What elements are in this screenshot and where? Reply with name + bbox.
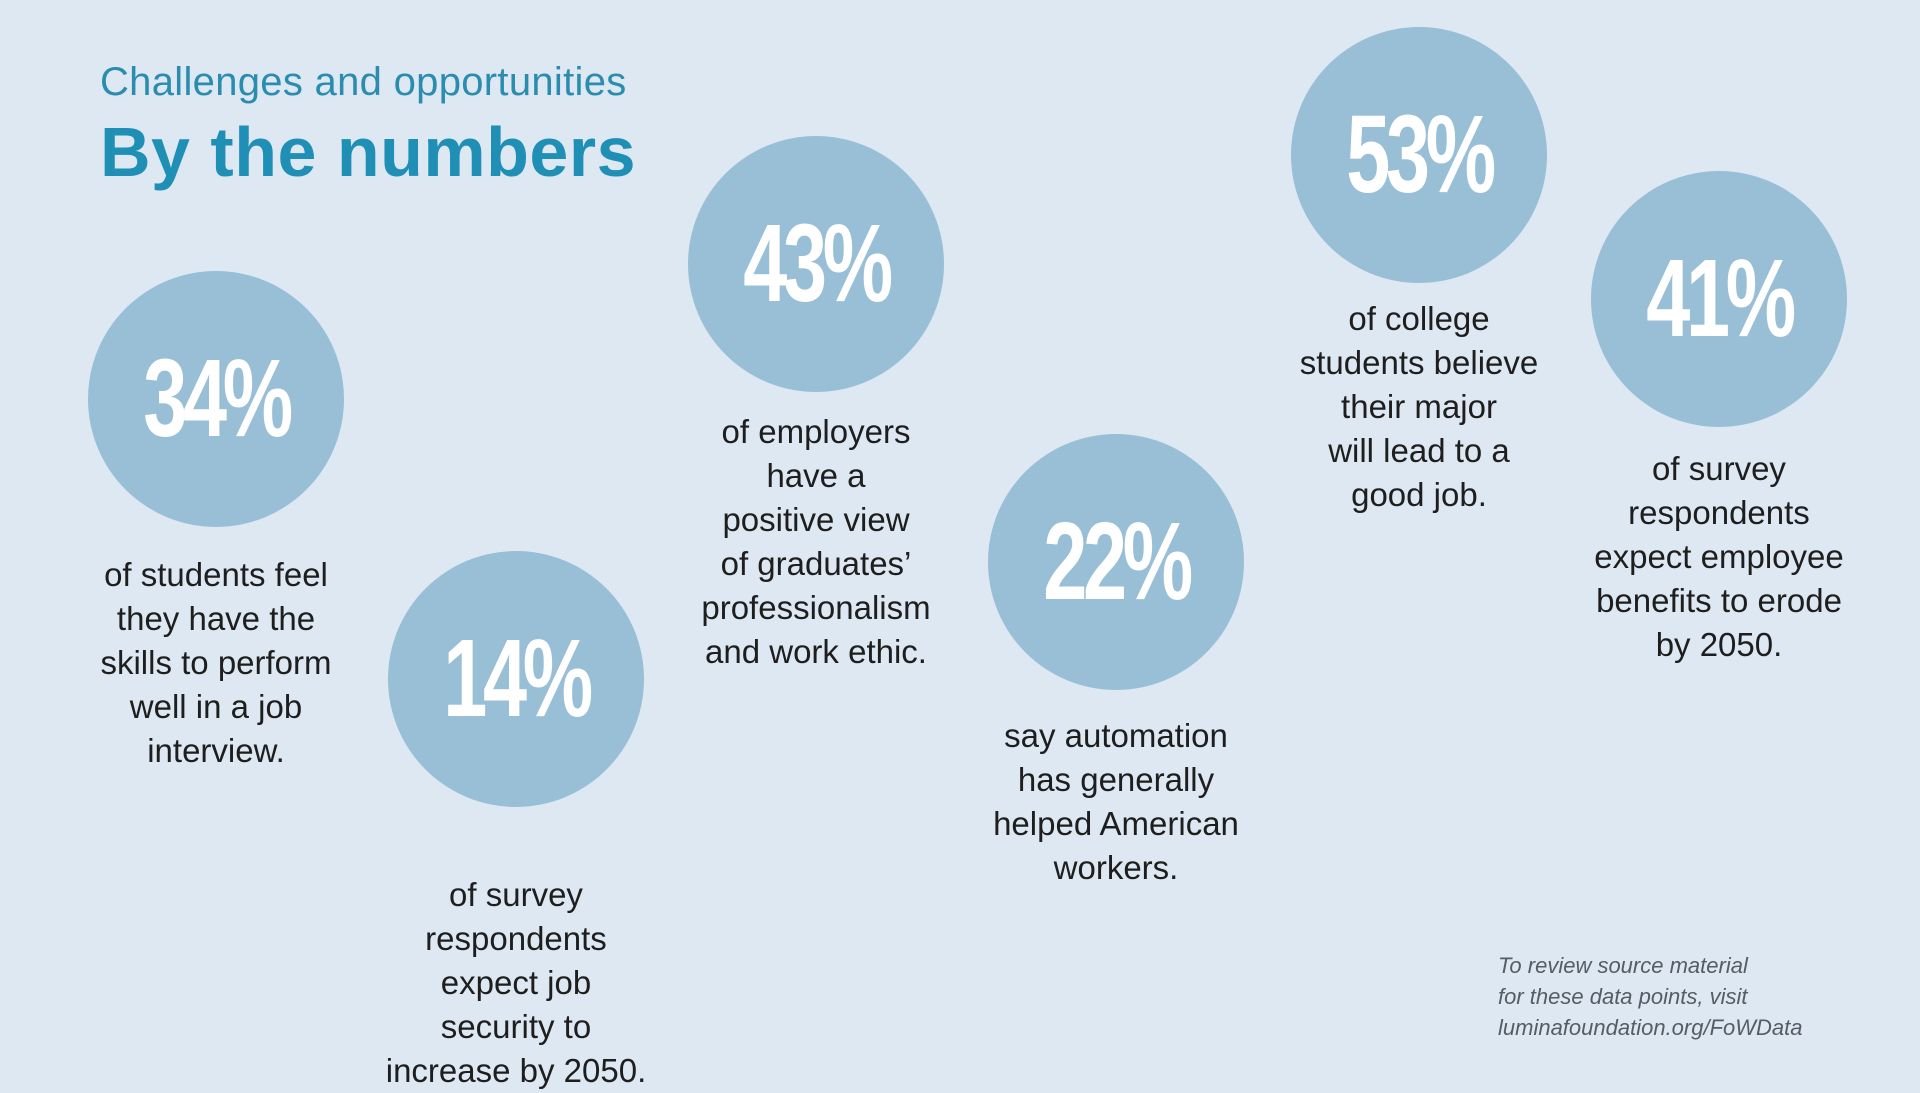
source-note-line: To review source material: [1498, 953, 1748, 978]
stat-value: 41%: [1646, 237, 1796, 360]
caption-line: good job.: [1351, 476, 1487, 513]
caption-line: of survey: [449, 876, 583, 913]
caption-line: of survey: [1652, 450, 1786, 487]
stat-caption: of employers have a positive view of gra…: [656, 410, 976, 674]
stat-value: 34%: [143, 337, 293, 460]
caption-line: workers.: [1053, 849, 1179, 886]
stat-circle: 22%: [988, 434, 1244, 690]
stat-value: 43%: [743, 202, 893, 325]
caption-line: students believe: [1299, 344, 1539, 381]
caption-line: expect job: [440, 964, 592, 1001]
caption-line: of graduates’: [720, 545, 912, 582]
stat-43-percent: 43% of employers have a positive view of…: [656, 136, 976, 674]
page-title: By the numbers: [100, 113, 636, 191]
caption-line: benefits to erode: [1596, 582, 1842, 619]
caption-line: have a: [766, 457, 866, 494]
stat-14-percent: 14% of survey respondents expect job sec…: [356, 551, 676, 1093]
caption-line: interview.: [147, 732, 285, 769]
header-kicker: Challenges and opportunities: [100, 60, 627, 104]
caption-line: their major: [1341, 388, 1497, 425]
stat-circle: 34%: [88, 271, 344, 527]
caption-line: professionalism: [701, 589, 931, 626]
caption-line: respondents: [1628, 494, 1810, 531]
caption-line: increase by 2050.: [385, 1052, 647, 1089]
caption-line: security to: [440, 1008, 592, 1045]
source-note-url: luminafoundation.org/FoWData: [1498, 1015, 1803, 1040]
stat-caption: of survey respondents expect job securit…: [356, 873, 676, 1093]
caption-line: they have the: [116, 600, 316, 637]
stat-caption: say automation has generally helped Amer…: [956, 714, 1276, 890]
caption-line: and work ethic.: [705, 633, 927, 670]
stat-value: 14%: [443, 617, 593, 740]
caption-line: say automation: [1004, 717, 1228, 754]
stat-53-percent: 53% of college students believe their ma…: [1259, 27, 1579, 517]
stat-caption: of survey respondents expect employee be…: [1559, 447, 1879, 667]
caption-line: well in a job: [129, 688, 303, 725]
source-note: To review source material for these data…: [1498, 950, 1803, 1043]
caption-line: of employers: [721, 413, 911, 450]
stat-value: 53%: [1346, 93, 1496, 216]
stat-22-percent: 22% say automation has generally helped …: [956, 434, 1276, 890]
caption-line: of college: [1348, 300, 1490, 337]
caption-line: will lead to a: [1328, 432, 1510, 469]
caption-line: has generally: [1017, 761, 1215, 798]
stat-circle: 53%: [1291, 27, 1547, 283]
caption-line: of students feel: [104, 556, 328, 593]
stat-circle: 14%: [388, 551, 644, 807]
caption-line: by 2050.: [1655, 626, 1783, 663]
source-note-line: for these data points, visit: [1498, 984, 1748, 1009]
stat-circle: 41%: [1591, 171, 1847, 427]
caption-line: skills to perform: [100, 644, 332, 681]
stat-34-percent: 34% of students feel they have the skill…: [56, 271, 376, 773]
stat-caption: of college students believe their major …: [1259, 297, 1579, 517]
caption-line: respondents: [425, 920, 607, 957]
stat-circle: 43%: [688, 136, 944, 392]
caption-line: expect employee: [1594, 538, 1844, 575]
stat-value: 22%: [1043, 500, 1193, 623]
stat-caption: of students feel they have the skills to…: [56, 553, 376, 773]
caption-line: positive view: [722, 501, 910, 538]
caption-line: helped American: [993, 805, 1239, 842]
stat-41-percent: 41% of survey respondents expect employe…: [1559, 171, 1879, 667]
